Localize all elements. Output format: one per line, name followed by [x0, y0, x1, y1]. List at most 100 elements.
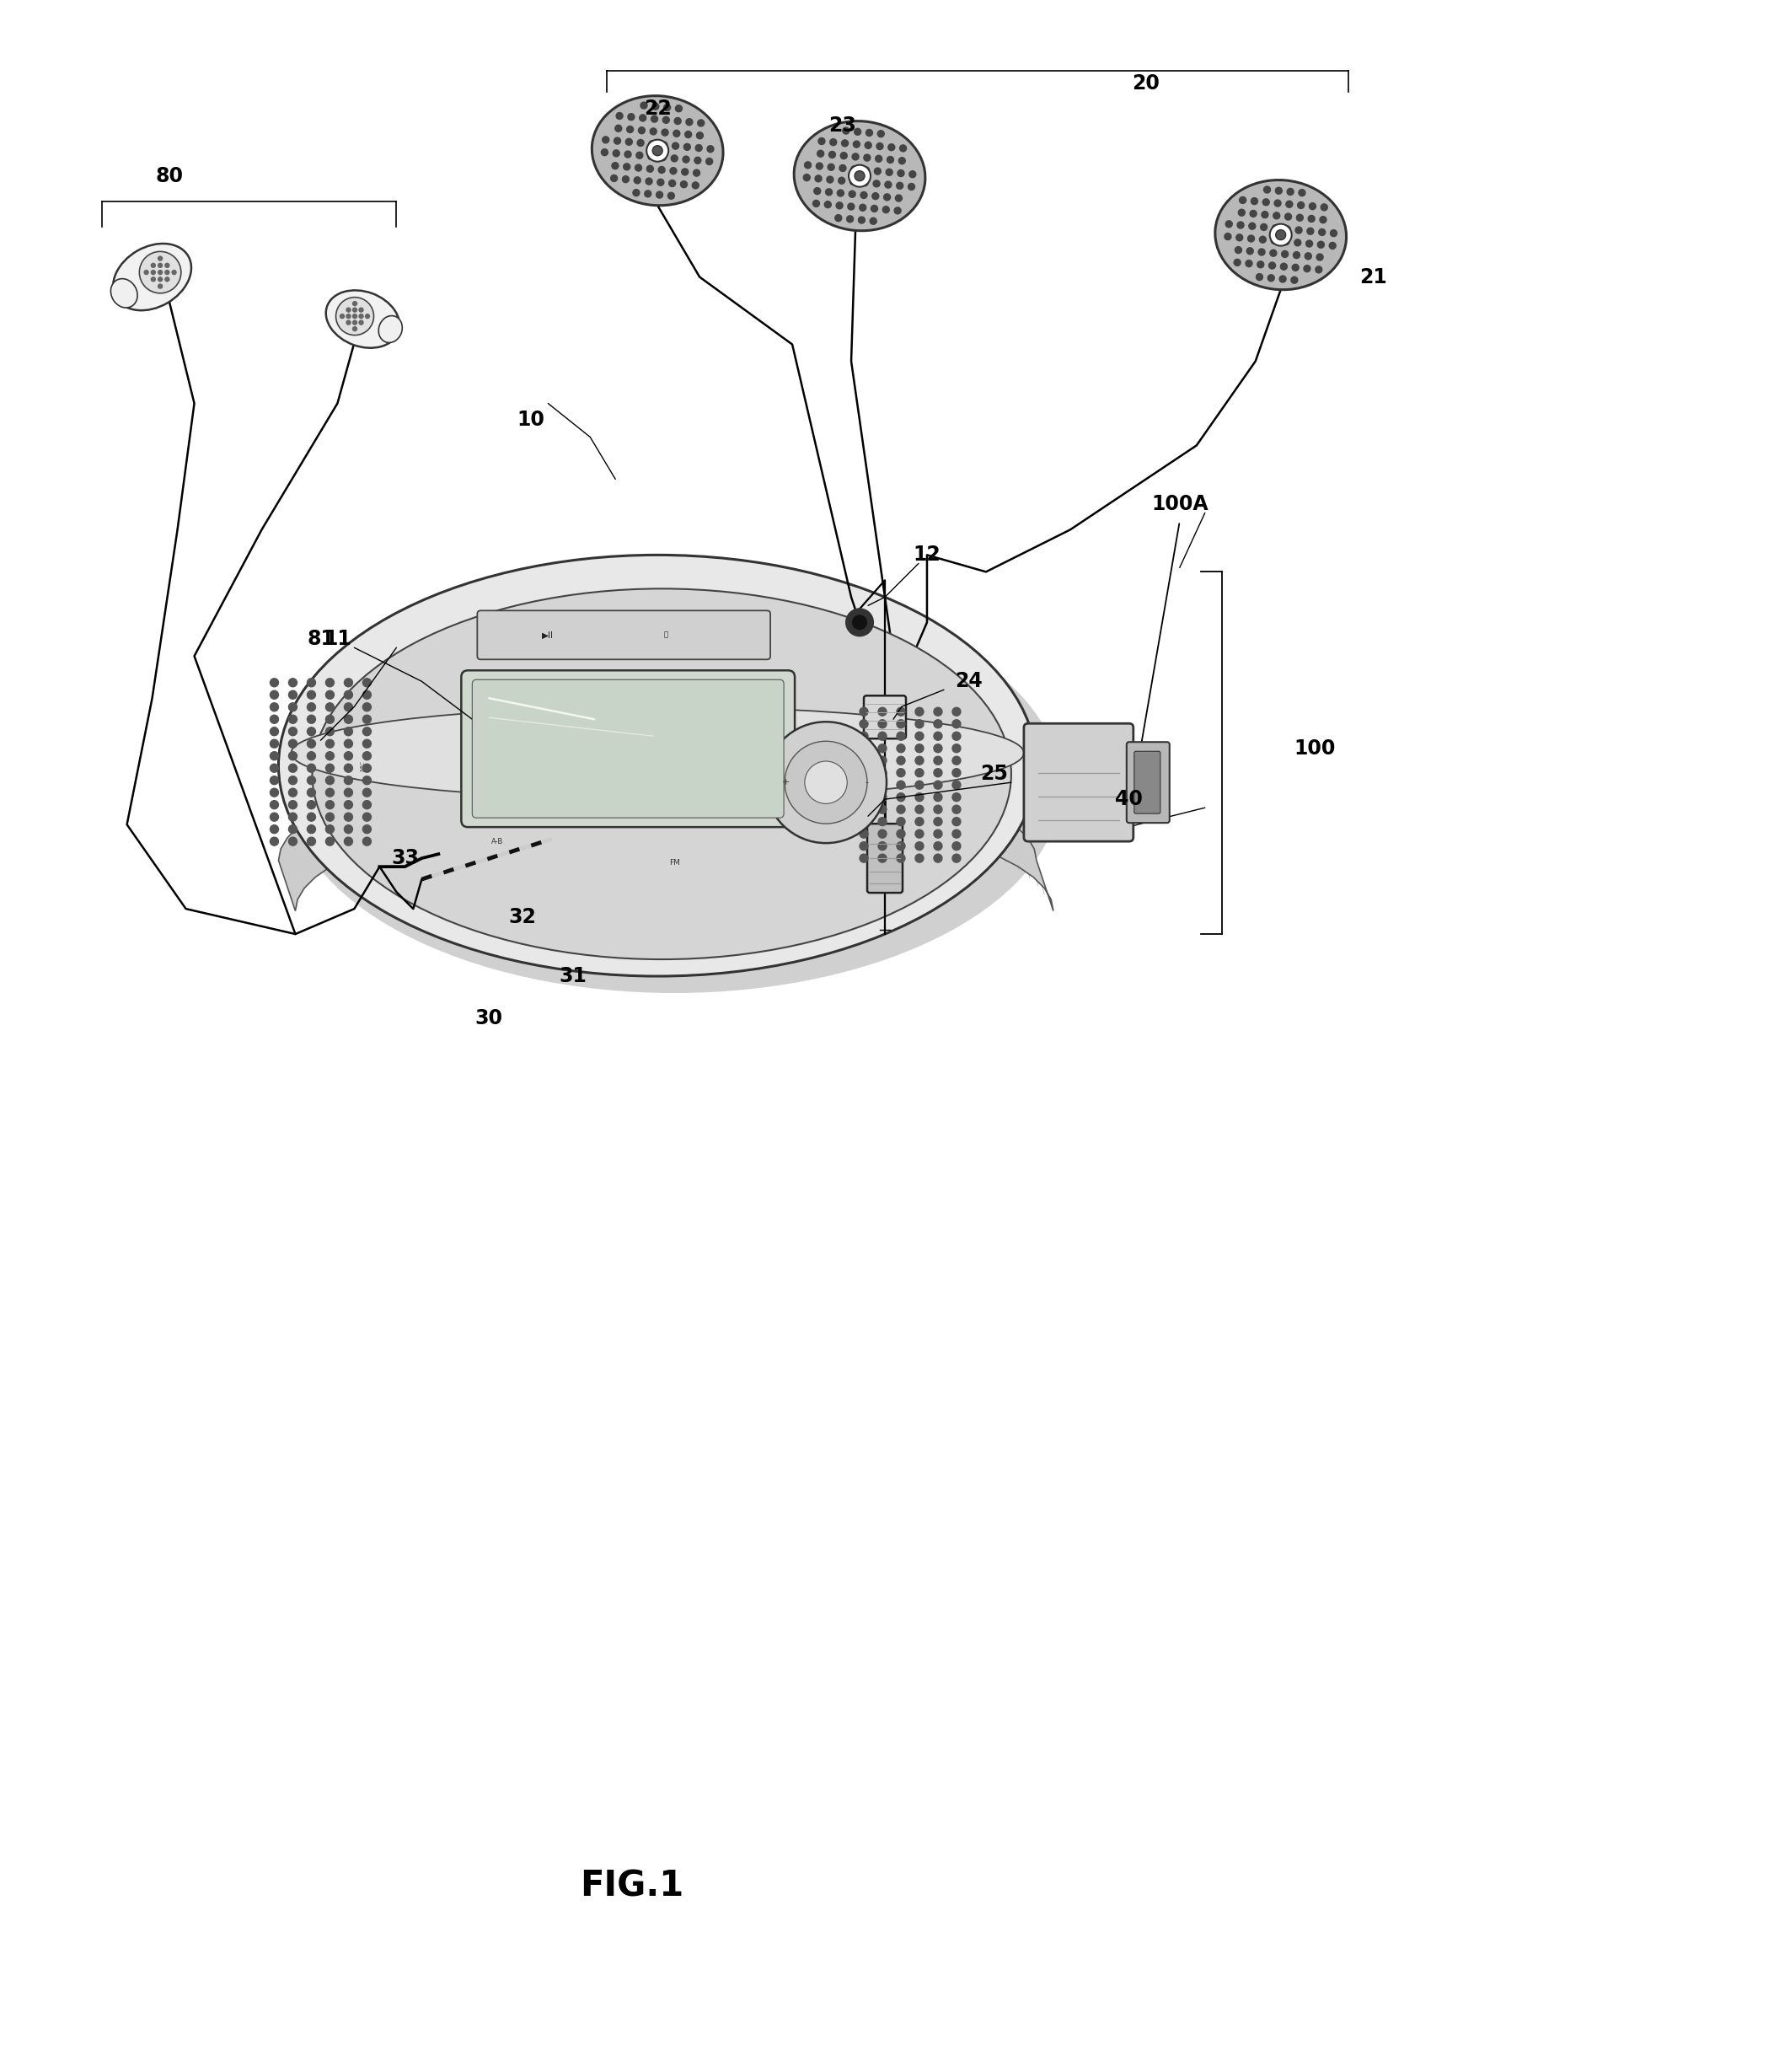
Circle shape — [852, 153, 859, 160]
Circle shape — [644, 191, 652, 197]
Circle shape — [270, 765, 279, 773]
Circle shape — [288, 727, 297, 736]
Circle shape — [861, 180, 868, 186]
Circle shape — [641, 102, 648, 110]
Circle shape — [861, 193, 866, 199]
FancyBboxPatch shape — [1024, 723, 1133, 841]
Circle shape — [952, 769, 961, 777]
Circle shape — [363, 787, 371, 798]
Circle shape — [363, 800, 371, 808]
Circle shape — [897, 707, 906, 717]
Text: 11: 11 — [324, 630, 351, 649]
FancyBboxPatch shape — [478, 611, 770, 659]
Circle shape — [646, 139, 668, 162]
Circle shape — [353, 315, 356, 319]
Text: 12: 12 — [913, 545, 942, 566]
Circle shape — [882, 207, 890, 213]
Polygon shape — [279, 754, 1053, 912]
Circle shape — [1319, 215, 1326, 224]
Circle shape — [874, 180, 881, 186]
Circle shape — [308, 787, 315, 798]
Circle shape — [897, 182, 904, 189]
Ellipse shape — [326, 290, 399, 348]
Text: FM: FM — [669, 858, 680, 866]
Circle shape — [308, 752, 315, 760]
Circle shape — [344, 777, 353, 785]
Circle shape — [850, 178, 857, 184]
Circle shape — [288, 837, 297, 845]
Circle shape — [865, 153, 870, 162]
Circle shape — [879, 816, 886, 827]
Circle shape — [857, 218, 865, 224]
Circle shape — [854, 141, 859, 147]
Circle shape — [270, 825, 279, 833]
Circle shape — [1274, 199, 1282, 207]
Circle shape — [934, 719, 942, 727]
Circle shape — [669, 180, 675, 186]
Circle shape — [326, 690, 335, 698]
Circle shape — [852, 615, 866, 630]
Circle shape — [308, 765, 315, 773]
Circle shape — [859, 731, 868, 740]
Circle shape — [695, 145, 702, 151]
Circle shape — [625, 139, 632, 145]
Circle shape — [952, 731, 961, 740]
Text: ▶II: ▶II — [542, 630, 553, 640]
Circle shape — [952, 841, 961, 850]
Circle shape — [612, 149, 619, 157]
Circle shape — [326, 740, 335, 748]
Circle shape — [648, 153, 655, 160]
Circle shape — [877, 131, 884, 137]
Circle shape — [934, 806, 942, 814]
Circle shape — [1239, 209, 1246, 215]
Circle shape — [1287, 189, 1294, 195]
Circle shape — [601, 137, 609, 143]
Circle shape — [344, 825, 353, 833]
Circle shape — [140, 251, 181, 294]
Circle shape — [1307, 240, 1312, 247]
Circle shape — [326, 777, 335, 785]
Circle shape — [288, 678, 297, 686]
Circle shape — [308, 690, 315, 698]
Circle shape — [626, 126, 634, 133]
Circle shape — [897, 756, 906, 765]
Circle shape — [308, 678, 315, 686]
Circle shape — [854, 170, 865, 180]
Circle shape — [1308, 203, 1316, 209]
Circle shape — [308, 727, 315, 736]
Text: 24: 24 — [956, 671, 983, 692]
Circle shape — [952, 719, 961, 727]
Circle shape — [668, 193, 675, 199]
Circle shape — [1316, 253, 1323, 261]
Circle shape — [886, 168, 893, 176]
Circle shape — [326, 787, 335, 798]
Circle shape — [288, 777, 297, 785]
Circle shape — [915, 769, 924, 777]
Circle shape — [897, 744, 906, 752]
Circle shape — [270, 678, 279, 686]
Circle shape — [816, 164, 823, 170]
Circle shape — [1246, 261, 1253, 267]
Circle shape — [1237, 222, 1244, 228]
Circle shape — [1317, 240, 1325, 249]
Circle shape — [847, 609, 874, 636]
Circle shape — [897, 781, 906, 789]
Circle shape — [601, 149, 609, 155]
Circle shape — [838, 178, 845, 184]
Circle shape — [308, 825, 315, 833]
Circle shape — [859, 806, 868, 814]
Circle shape — [899, 157, 906, 164]
Circle shape — [270, 777, 279, 785]
Circle shape — [616, 112, 623, 120]
Circle shape — [664, 104, 671, 112]
Circle shape — [347, 315, 351, 319]
Circle shape — [827, 176, 834, 182]
Circle shape — [872, 193, 879, 199]
Circle shape — [158, 263, 163, 267]
Circle shape — [680, 180, 687, 189]
Circle shape — [695, 157, 702, 164]
Text: Ⓟ: Ⓟ — [664, 632, 668, 638]
Circle shape — [952, 707, 961, 717]
Circle shape — [360, 315, 363, 319]
Circle shape — [934, 756, 942, 765]
